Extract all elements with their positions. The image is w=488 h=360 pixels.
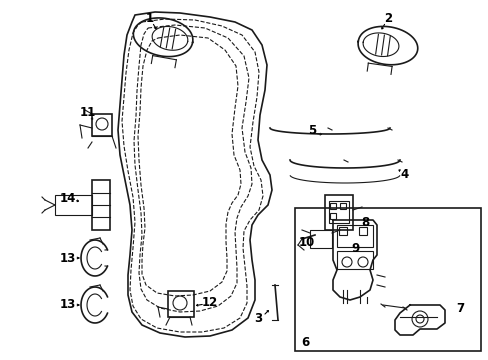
Text: 8: 8 <box>360 216 368 229</box>
Text: 4: 4 <box>400 168 408 181</box>
Bar <box>92 180 110 230</box>
Text: 14: 14 <box>60 192 76 204</box>
Text: 9: 9 <box>350 242 358 255</box>
Bar <box>325 195 352 230</box>
Bar <box>339 203 346 209</box>
Bar <box>338 227 346 235</box>
Text: 12: 12 <box>202 297 218 310</box>
Text: 5: 5 <box>307 123 315 136</box>
Text: 7: 7 <box>455 302 463 315</box>
Bar <box>329 203 335 209</box>
Text: 1: 1 <box>145 12 154 24</box>
Bar <box>168 291 194 317</box>
Bar <box>336 225 372 247</box>
Text: 3: 3 <box>253 311 262 324</box>
Text: 6: 6 <box>300 337 308 350</box>
Text: 13: 13 <box>60 298 76 311</box>
Text: 11: 11 <box>80 105 96 118</box>
Bar <box>329 213 335 219</box>
Text: 13: 13 <box>60 252 76 265</box>
Text: 2: 2 <box>383 12 391 24</box>
Text: 10: 10 <box>298 235 314 248</box>
Bar <box>294 208 480 351</box>
Bar <box>328 201 348 223</box>
Bar <box>92 114 112 136</box>
Bar <box>309 230 331 248</box>
Bar <box>336 251 372 269</box>
Bar <box>358 227 366 235</box>
Bar <box>55 195 92 215</box>
